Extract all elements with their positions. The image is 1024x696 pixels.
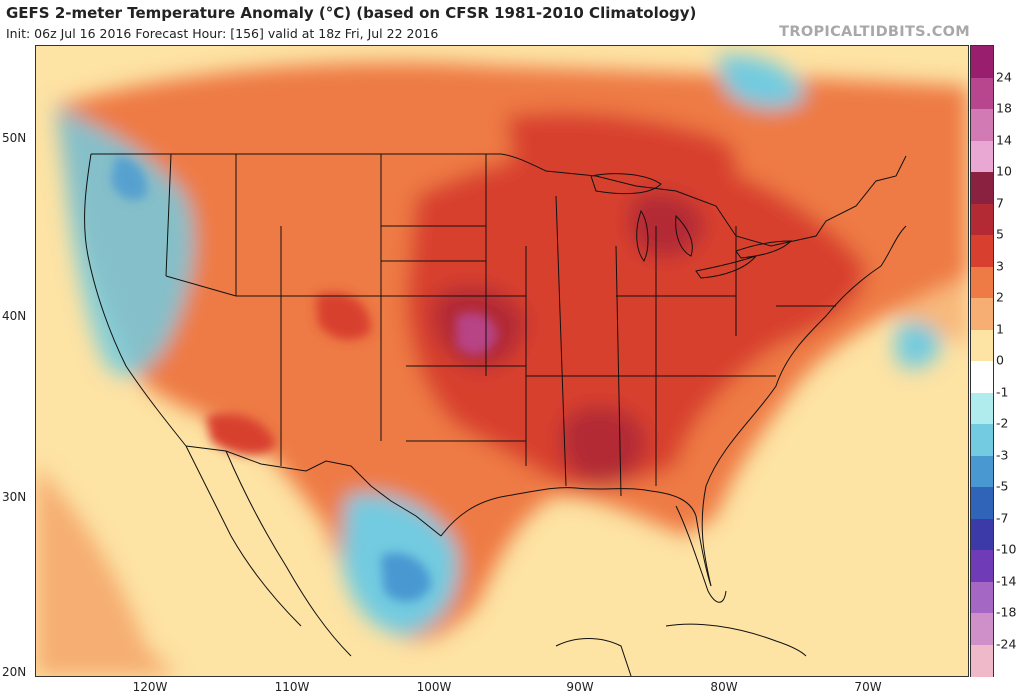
anomaly-hot-core: [406, 148, 866, 486]
us-mexico-border: [185, 445, 442, 537]
gulf-coastline: [440, 487, 712, 587]
lat-label-40n: 40N: [2, 309, 27, 323]
source-watermark: TROPICALTIDBITS.COM: [779, 24, 970, 40]
colorbar-segment: [971, 644, 993, 677]
colorbar-tick-label: -3: [996, 447, 1009, 462]
anomaly-map: [35, 45, 969, 677]
colorbar-tick-label: -5: [996, 478, 1009, 494]
lat-label-50n: 50N: [2, 131, 27, 145]
colorbar-tick-label: -14: [996, 573, 1017, 588]
colorbar-tick-label: -7: [996, 510, 1009, 525]
colorbar-tick-label: 18: [996, 100, 1012, 116]
colorbar-segment: [971, 140, 993, 173]
colorbar-segment: [971, 487, 993, 519]
lon-label-120w: 120W: [132, 680, 168, 694]
colorbar-tick-label: -24: [996, 636, 1017, 651]
colorbar-tick-label: 10: [996, 163, 1012, 179]
forecast-info: Init: 06z Jul 16 2016 Forecast Hour: [15…: [6, 26, 439, 41]
map-title: GEFS 2-meter Temperature Anomaly (°C) (b…: [6, 4, 697, 22]
anomaly-canada-hot: [506, 112, 738, 206]
anomaly-socal-hot: [206, 412, 276, 456]
lon-label-110w: 110W: [274, 680, 310, 694]
lon-label-70w: 70W: [854, 680, 882, 694]
colorbar-segment: [971, 235, 993, 267]
east-coastline: [701, 225, 907, 587]
lon-label-80w: 80W: [710, 680, 738, 694]
colorbar-tick-label: 7: [996, 195, 1004, 210]
anomaly-atlantic-cool: [896, 322, 941, 369]
colorbar-legend: [970, 45, 994, 677]
anomaly-labrador-cool: [716, 55, 806, 109]
colorbar-segment: [971, 77, 993, 110]
colorbar-segment: [971, 329, 993, 362]
colorbar-segment: [971, 266, 993, 299]
mexico-coastline: [185, 445, 352, 657]
florida-coastline: [675, 505, 727, 603]
colorbar-segment: [971, 203, 993, 236]
colorbar-segment: [971, 518, 993, 551]
colorbar-segment: [971, 298, 993, 330]
colorbar-tick-label: 0: [996, 352, 1004, 368]
colorbar-tick-label: 3: [996, 258, 1004, 273]
anomaly-plains-extreme: [456, 312, 498, 355]
colorbar-tick-label: 24: [996, 69, 1012, 84]
colorbar-segment: [971, 424, 993, 456]
colorbar-tick-label: 14: [996, 132, 1012, 147]
great-lakes: [590, 173, 793, 279]
colorbar-segment: [971, 550, 993, 582]
colorbar-tick-label: -18: [996, 604, 1017, 620]
colorbar-segment: [971, 581, 993, 614]
colorbar-tick-label: 5: [996, 226, 1004, 242]
anomaly-south-core: [560, 405, 646, 486]
anomaly-westcoast-cool: [56, 106, 195, 377]
colorbar-segment: [971, 109, 993, 141]
colorbar-segment: [971, 172, 993, 204]
boundary-lines: [84, 153, 907, 676]
colorbar-segment: [971, 613, 993, 645]
colorbar-tick-label: 1: [996, 321, 1004, 336]
colorbar-segment: [971, 361, 993, 393]
lat-label-20n: 20N: [2, 665, 27, 679]
colorbar-tick-label: -1: [996, 384, 1009, 399]
colorbar-tick-label: -2: [996, 415, 1009, 431]
lat-label-30n: 30N: [2, 490, 27, 504]
us-canada-border: [91, 153, 907, 247]
colorbar-segment: [971, 455, 993, 488]
west-coastline: [84, 153, 187, 447]
anomaly-mexico-cold: [381, 552, 431, 602]
anomaly-field: [36, 55, 968, 676]
colorbar-segment: [971, 392, 993, 425]
yucatan-coastline: [555, 638, 632, 676]
lon-label-100w: 100W: [416, 680, 452, 694]
state-lines: [165, 153, 836, 497]
cuba-coastline: [665, 623, 807, 657]
colorbar-segment: [971, 46, 993, 78]
anomaly-pacific-warm: [36, 466, 176, 676]
anomaly-colorado-hot: [316, 292, 371, 340]
colorbar-tick-label: -10: [996, 541, 1017, 557]
anomaly-pnw-cold: [111, 156, 147, 201]
colorbar-tick-label: 2: [996, 289, 1004, 305]
lon-label-90w: 90W: [566, 680, 594, 694]
